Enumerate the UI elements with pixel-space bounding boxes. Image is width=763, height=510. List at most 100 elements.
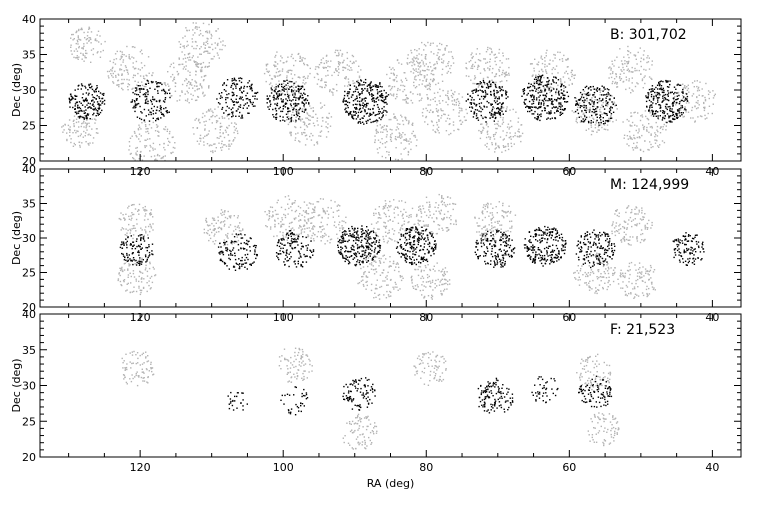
- data-point: [157, 118, 160, 121]
- data-point: [628, 87, 631, 89]
- data-point: [573, 74, 575, 77]
- data-point: [378, 110, 380, 113]
- data-point: [326, 117, 328, 119]
- data-point: [405, 139, 407, 141]
- data-point: [147, 130, 149, 133]
- data-point: [115, 76, 117, 78]
- data-point: [373, 101, 376, 103]
- data-point: [296, 109, 299, 112]
- data-point: [323, 235, 325, 237]
- data-point: [536, 118, 539, 121]
- y-tick-label: 25: [22, 120, 36, 133]
- data-point: [205, 232, 208, 234]
- data-point: [146, 95, 148, 98]
- data-point: [441, 114, 443, 117]
- data-point: [162, 155, 165, 158]
- data-point: [72, 106, 74, 109]
- data-point: [479, 89, 481, 91]
- data-point: [409, 138, 411, 140]
- data-point: [424, 121, 426, 123]
- data-point: [372, 111, 375, 114]
- data-point: [447, 65, 449, 67]
- data-point: [164, 128, 166, 131]
- data-point: [241, 117, 244, 119]
- data-point: [493, 54, 495, 56]
- data-point: [377, 86, 380, 88]
- data-point: [152, 229, 154, 231]
- data-point: [607, 120, 609, 122]
- data-point: [596, 131, 598, 133]
- data-point: [254, 98, 256, 100]
- data-point: [94, 107, 97, 109]
- data-point: [266, 95, 268, 97]
- data-point: [412, 130, 414, 133]
- data-point: [520, 135, 522, 137]
- data-point: [358, 85, 360, 87]
- data-point: [122, 270, 124, 273]
- data-point: [278, 90, 280, 92]
- data-point: [199, 121, 201, 124]
- data-point: [425, 58, 427, 60]
- data-point: [383, 124, 386, 127]
- data-point: [132, 227, 135, 229]
- data-point: [233, 83, 236, 86]
- data-point: [494, 111, 496, 113]
- data-point: [303, 63, 306, 66]
- data-point: [178, 99, 181, 101]
- data-point: [596, 106, 599, 108]
- data-point: [222, 144, 225, 146]
- data-point: [289, 103, 292, 105]
- data-point: [559, 58, 561, 61]
- data-point: [650, 111, 653, 113]
- data-point: [164, 126, 167, 128]
- data-point: [657, 92, 659, 94]
- data-point: [191, 98, 193, 100]
- data-point: [238, 98, 241, 100]
- data-point: [205, 220, 208, 223]
- data-point: [101, 93, 104, 95]
- data-point: [92, 96, 94, 98]
- data-point: [141, 53, 143, 55]
- data-point: [447, 96, 449, 99]
- data-point: [630, 112, 632, 114]
- data-point: [94, 38, 97, 40]
- data-point: [382, 94, 384, 97]
- data-point: [133, 67, 136, 70]
- data-point: [676, 98, 678, 101]
- data-point: [231, 113, 234, 115]
- data-point: [315, 113, 317, 116]
- data-point: [82, 99, 85, 101]
- data-point: [143, 219, 146, 221]
- data-point: [235, 123, 237, 125]
- data-point: [161, 157, 163, 159]
- data-point: [666, 113, 669, 115]
- data-point: [281, 83, 283, 85]
- data-point: [221, 146, 224, 148]
- data-point: [549, 118, 552, 120]
- data-point: [493, 92, 495, 95]
- data-point: [146, 282, 148, 284]
- data-point: [584, 115, 586, 117]
- data-point: [510, 142, 512, 145]
- data-point: [445, 120, 447, 122]
- data-point: [356, 88, 359, 90]
- data-point: [251, 103, 254, 106]
- data-point: [402, 120, 404, 122]
- data-point: [80, 83, 83, 85]
- data-point: [134, 227, 136, 229]
- data-point: [294, 60, 297, 62]
- data-point: [181, 90, 183, 92]
- data-point: [660, 87, 662, 89]
- data-point: [329, 125, 332, 127]
- data-point: [145, 230, 147, 233]
- data-point: [607, 91, 609, 94]
- data-point: [486, 76, 489, 78]
- data-point: [274, 65, 276, 68]
- data-point: [667, 93, 669, 96]
- data-point: [97, 103, 99, 105]
- data-point: [577, 103, 580, 105]
- data-point: [659, 132, 662, 134]
- data-point: [192, 34, 194, 36]
- data-point: [120, 218, 122, 221]
- data-point: [475, 104, 478, 106]
